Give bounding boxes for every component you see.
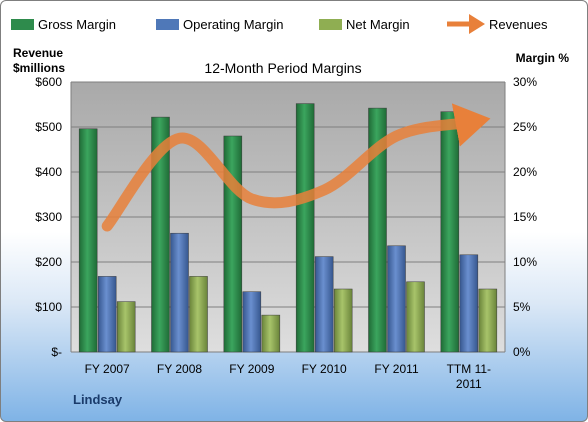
bar-net-margin: [406, 281, 425, 353]
revenue-line-group: [101, 103, 491, 232]
left-tick-label: $-: [51, 345, 62, 359]
category-label: FY 2010: [302, 362, 347, 376]
bar-operating-margin: [242, 291, 262, 353]
axes-group: $- 0% $100 5% $200 10% $300 15% $400 20% $500 25% $6…: [35, 75, 537, 391]
bar-operating-margin: [314, 256, 334, 353]
bar-operating-margin: [387, 245, 406, 353]
left-tick-label: $200: [35, 255, 62, 269]
right-tick-label: 10%: [513, 255, 537, 269]
bar-gross-margin: [440, 111, 460, 353]
bar-net-margin: [478, 288, 498, 353]
left-axis-title-line-1: Revenue: [13, 46, 63, 60]
legend-swatch-net-margin: [319, 19, 342, 30]
chart-title: 12-Month Period Margins: [204, 60, 361, 76]
bar-net-margin: [333, 288, 353, 353]
legend: Gross Margin Operating Margin Net Margin…: [11, 14, 548, 34]
right-tick-label: 30%: [513, 75, 537, 89]
company-label: Lindsay: [73, 392, 123, 407]
left-axis-title-line-2: $millions: [13, 61, 65, 75]
legend-gross-margin: Gross Margin: [38, 17, 116, 32]
bar-gross-margin: [295, 103, 315, 353]
right-axis-title: Margin %: [516, 51, 570, 65]
legend-revenues: Revenues: [489, 17, 548, 32]
left-tick-label: $300: [35, 210, 62, 224]
bar-gross-margin: [151, 116, 170, 353]
right-tick-label: 25%: [513, 120, 537, 134]
legend-operating-margin: Operating Margin: [183, 17, 283, 32]
right-tick-label: 5%: [513, 300, 531, 314]
left-tick-label: $500: [35, 120, 62, 134]
bar-gross-margin: [368, 107, 387, 353]
left-tick-label: $400: [35, 165, 62, 179]
revenue-line: [101, 103, 491, 232]
category-label: TTM 11-: [447, 362, 491, 376]
right-tick-label: 0%: [513, 345, 531, 359]
legend-swatch-gross-margin: [11, 19, 34, 30]
category-label: FY 2009: [229, 362, 274, 376]
right-tick-label: 20%: [513, 165, 537, 179]
category-label: FY 2008: [157, 362, 202, 376]
left-tick-label: $600: [35, 75, 62, 89]
right-tick-label: 15%: [513, 210, 537, 224]
bar-operating-margin: [459, 254, 479, 353]
category-label: 2011: [456, 377, 482, 391]
bar-operating-margin: [170, 232, 189, 353]
bar-net-margin: [189, 276, 208, 353]
category-label: FY 2007: [85, 362, 130, 376]
bar-net-margin: [261, 314, 281, 353]
legend-swatch-operating-margin: [156, 19, 179, 30]
bar-gross-margin: [78, 128, 98, 353]
category-label: FY 2011: [374, 362, 419, 376]
left-tick-label: $100: [35, 300, 62, 314]
bar-net-margin: [116, 301, 136, 353]
bar-operating-margin: [97, 276, 117, 353]
legend-net-margin: Net Margin: [346, 17, 410, 32]
